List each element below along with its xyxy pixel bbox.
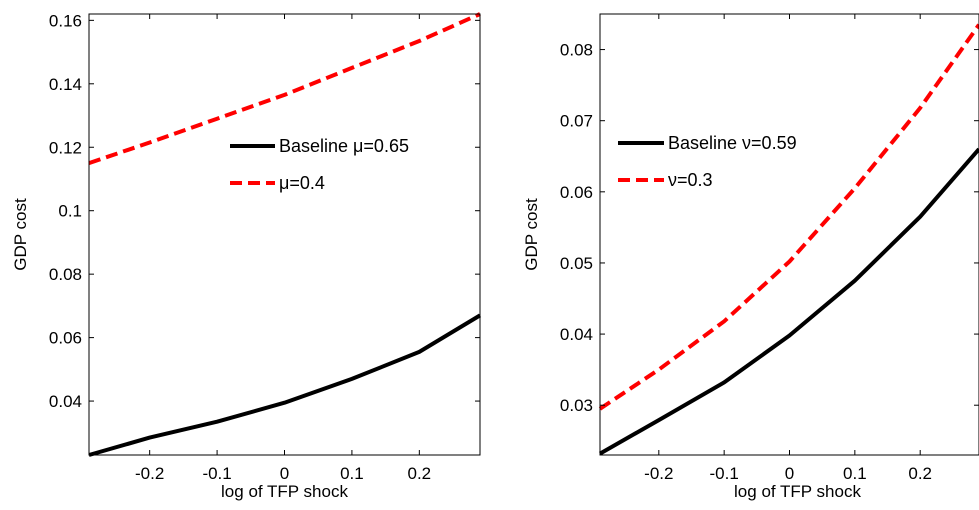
y-tick-label: 0.08 [560, 41, 593, 60]
y-tick-label: 0.12 [49, 138, 82, 157]
y-tick-label: 0.04 [560, 325, 593, 344]
y-tick-label: 0.16 [49, 11, 82, 30]
x-axis-label: log of TFP shock [221, 482, 348, 501]
x-tick-label: 0 [280, 464, 289, 483]
x-axis-label: log of TFP shock [734, 482, 861, 501]
x-tick-label: -0.1 [710, 464, 739, 483]
x-tick-label: -0.2 [644, 464, 673, 483]
y-tick-label: 0.03 [560, 396, 593, 415]
x-tick-label: 0.1 [843, 464, 867, 483]
y-axis-label: GDP cost [522, 198, 541, 271]
x-tick-label: 0 [785, 464, 794, 483]
legend-label-2: μ=0.4 [279, 173, 325, 193]
series-line-1 [88, 313, 482, 457]
legend-label-1: Baseline μ=0.65 [279, 136, 409, 156]
legend-label-2: ν=0.3 [668, 170, 713, 190]
series-line-1 [599, 147, 979, 456]
chart-panel-2: -0.2 -0.1 0 0.1 0.2 0.03 0.04 0.05 0.06 0.07 0.08 l… [522, 13, 979, 501]
y-axis-label: GDP cost [11, 198, 30, 271]
x-tick-label: 0.2 [908, 464, 932, 483]
y-tick-label: 0.1 [58, 202, 82, 221]
axes-frame [599, 13, 979, 456]
y-tick-label: 0.08 [49, 265, 82, 284]
x-tick-label: -0.1 [202, 464, 231, 483]
y-tick-label: 0.06 [560, 183, 593, 202]
chart-panel-1: -0.2 -0.1 0 0.1 0.2 0.04 0.06 0.08 0.1 0.12 0.14 0.… [11, 11, 482, 501]
legend-label-1: Baseline ν=0.59 [668, 133, 797, 153]
x-tick-label: -0.2 [135, 464, 164, 483]
y-tick-label: 0.05 [560, 254, 593, 273]
y-tick-label: 0.04 [49, 392, 82, 411]
x-tick-label: 0.2 [408, 464, 432, 483]
y-tick-label: 0.07 [560, 112, 593, 131]
series-line-2 [88, 12, 481, 165]
y-tick-label: 0.14 [49, 75, 82, 94]
y-tick-label: 0.06 [49, 329, 82, 348]
series-line-2 [598, 23, 979, 411]
x-tick-label: 0.1 [340, 464, 364, 483]
axes-frame [88, 13, 481, 456]
